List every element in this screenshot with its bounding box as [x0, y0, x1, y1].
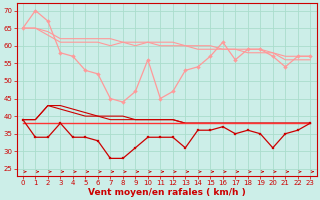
X-axis label: Vent moyen/en rafales ( km/h ): Vent moyen/en rafales ( km/h )	[88, 188, 245, 197]
